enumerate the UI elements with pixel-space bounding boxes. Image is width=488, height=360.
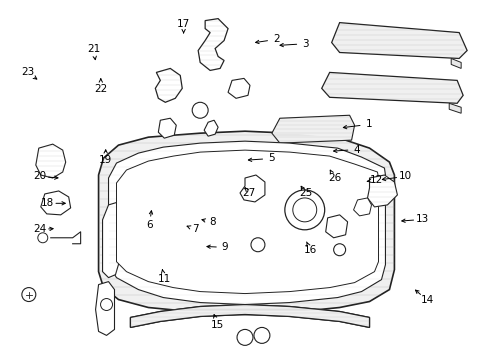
Polygon shape	[130, 305, 369, 328]
Text: 9: 9	[221, 242, 228, 252]
Polygon shape	[271, 115, 354, 143]
Polygon shape	[130, 305, 369, 328]
Polygon shape	[325, 215, 347, 238]
Text: 17: 17	[177, 19, 190, 29]
Polygon shape	[158, 118, 176, 138]
Text: 16: 16	[303, 245, 316, 255]
Polygon shape	[108, 141, 385, 305]
Circle shape	[38, 233, 48, 243]
Polygon shape	[41, 191, 71, 215]
Circle shape	[253, 328, 269, 343]
Polygon shape	[331, 23, 466, 58]
Text: 19: 19	[99, 155, 112, 165]
Text: 6: 6	[146, 220, 153, 230]
Circle shape	[101, 298, 112, 310]
Circle shape	[22, 288, 36, 302]
Text: 13: 13	[415, 215, 428, 224]
Text: 22: 22	[94, 84, 107, 94]
Text: 3: 3	[302, 39, 308, 49]
Circle shape	[192, 102, 208, 118]
Polygon shape	[448, 103, 460, 113]
Polygon shape	[227, 78, 249, 98]
Text: 25: 25	[298, 188, 311, 198]
Text: 27: 27	[242, 188, 256, 198]
Polygon shape	[95, 282, 114, 336]
Text: 11: 11	[157, 274, 170, 284]
Text: 21: 21	[87, 44, 100, 54]
Polygon shape	[450, 58, 460, 68]
Polygon shape	[353, 198, 371, 216]
Polygon shape	[99, 131, 394, 315]
Circle shape	[333, 244, 345, 256]
Text: 7: 7	[192, 225, 199, 234]
Text: 1: 1	[365, 120, 371, 129]
Text: 18: 18	[41, 198, 54, 208]
Text: 12: 12	[368, 175, 382, 185]
Text: 24: 24	[33, 225, 46, 234]
Text: 2: 2	[272, 35, 279, 44]
Polygon shape	[198, 19, 227, 71]
Circle shape	[292, 198, 316, 222]
Circle shape	[250, 238, 264, 252]
Text: 5: 5	[267, 153, 274, 163]
Polygon shape	[240, 175, 264, 202]
Polygon shape	[102, 202, 125, 278]
Polygon shape	[155, 68, 182, 102]
Text: 10: 10	[398, 171, 411, 181]
Text: 23: 23	[21, 67, 34, 77]
Polygon shape	[321, 72, 462, 103]
Text: 26: 26	[327, 173, 341, 183]
Polygon shape	[36, 144, 65, 178]
Polygon shape	[367, 175, 397, 207]
Text: 14: 14	[420, 295, 433, 305]
Text: 8: 8	[209, 217, 216, 227]
Polygon shape	[116, 150, 378, 293]
Text: 4: 4	[352, 144, 359, 154]
Circle shape	[285, 190, 324, 230]
Circle shape	[237, 329, 252, 345]
Text: 15: 15	[211, 320, 224, 330]
Text: 20: 20	[33, 171, 46, 181]
Polygon shape	[203, 120, 218, 136]
